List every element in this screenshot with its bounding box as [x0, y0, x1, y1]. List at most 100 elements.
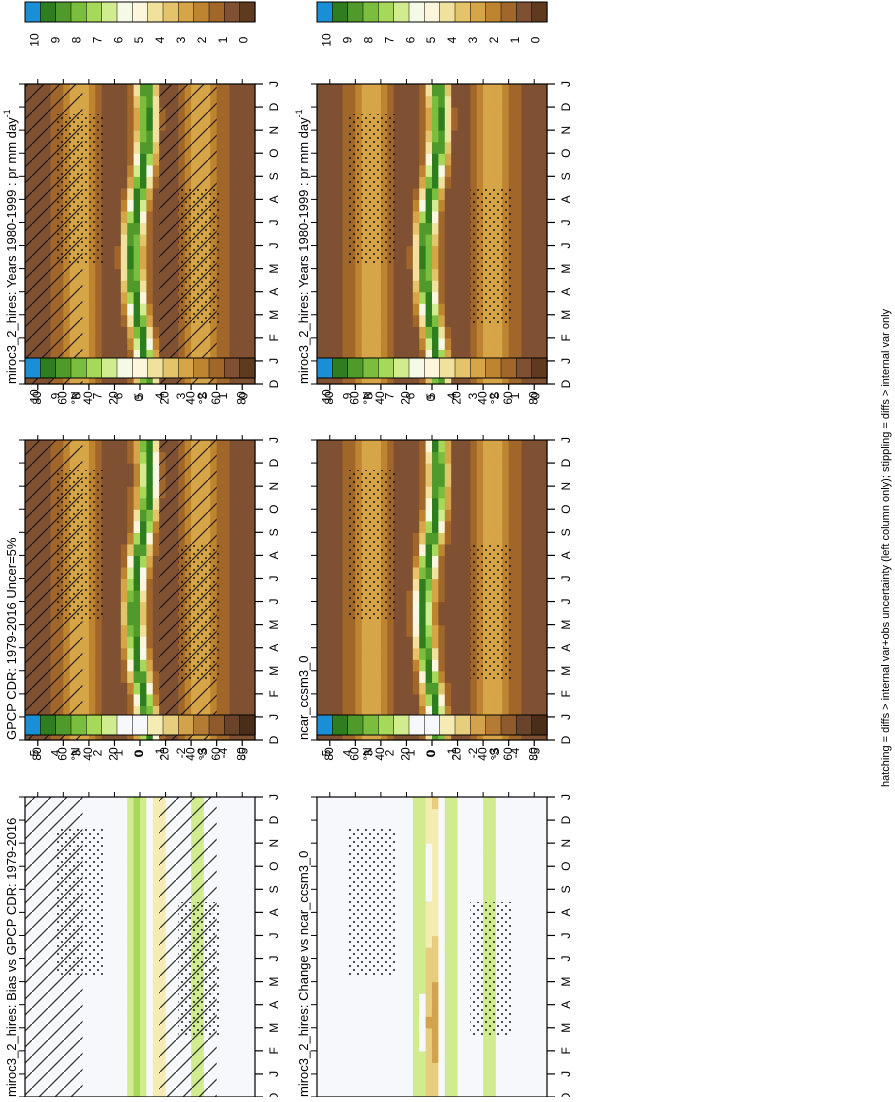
heat-cell: [146, 303, 153, 315]
heat-cell: [432, 119, 439, 131]
x-tick-label: D: [559, 102, 573, 111]
heat-cell: [217, 1085, 224, 1097]
heat-cell: [387, 96, 394, 108]
heat-cell: [470, 463, 477, 475]
colorbar-cell: [40, 2, 56, 22]
heat-cell: [108, 257, 115, 269]
heat-cell: [426, 188, 433, 200]
heat-cell: [223, 924, 230, 936]
heat-cell: [534, 602, 541, 614]
heat-cell: [236, 315, 243, 327]
heat-cell: [134, 96, 141, 108]
heat-cell: [343, 257, 350, 269]
heat-cell: [127, 440, 134, 452]
heat-cell: [528, 303, 535, 315]
x-tick-label: O: [267, 505, 281, 514]
colorbar-label: 10: [28, 33, 42, 47]
heat-cell: [400, 682, 407, 694]
heat-cell: [413, 498, 420, 510]
heat-cell: [134, 303, 141, 315]
heat-cell: [114, 671, 121, 683]
heat-cell: [102, 315, 109, 327]
heat-cell: [336, 269, 343, 281]
heat-cell: [413, 659, 420, 671]
heat-cell: [108, 498, 115, 510]
heat-cell: [114, 1028, 121, 1040]
heat-cell: [336, 659, 343, 671]
heat-cell: [140, 176, 147, 188]
heat-cell: [223, 671, 230, 683]
heat-cell: [127, 1016, 134, 1028]
heat-cell: [521, 222, 528, 234]
heat-cell: [477, 463, 484, 475]
heat-cell: [445, 671, 452, 683]
heat-cell: [426, 602, 433, 614]
heat-cell: [451, 452, 458, 464]
heat-cell: [349, 625, 356, 637]
heat-cell: [445, 246, 452, 258]
heat-cell: [355, 694, 362, 706]
heat-cell: [114, 889, 121, 901]
heat-cell: [146, 315, 153, 327]
heat-cell: [432, 188, 439, 200]
heat-cell: [375, 338, 382, 350]
heat-cell: [146, 165, 153, 177]
colorbar-cell: [40, 358, 56, 378]
heat-cell: [445, 486, 452, 498]
heat-cell: [242, 440, 249, 452]
heat-cell: [413, 211, 420, 223]
heat-cell: [451, 475, 458, 487]
heat-cell: [236, 222, 243, 234]
heat-cell: [349, 280, 356, 292]
heat-cell: [242, 234, 249, 246]
heat-cell: [445, 590, 452, 602]
heat-cell: [127, 303, 134, 315]
heat-cell: [242, 199, 249, 211]
colorbar-cell: [132, 358, 148, 378]
heat-cell: [134, 521, 141, 533]
heat-cell: [134, 475, 141, 487]
heat-cell: [330, 165, 337, 177]
heat-cell: [451, 498, 458, 510]
heat-cell: [236, 578, 243, 590]
heat-cell: [83, 809, 90, 821]
colorbar-cell: [86, 2, 102, 22]
heat-cell: [521, 659, 528, 671]
heat-cell: [95, 625, 102, 637]
heat-cell: [432, 176, 439, 188]
heat-cell: [362, 338, 369, 350]
heat-cell: [528, 234, 535, 246]
heat-cell: [336, 234, 343, 246]
heat-cell: [343, 280, 350, 292]
heat-cell: [426, 625, 433, 637]
heat-cell: [330, 199, 337, 211]
heat-cell: [406, 142, 413, 154]
heat-cell: [95, 1005, 102, 1017]
heat-cell: [217, 878, 224, 890]
heat-cell: [432, 636, 439, 648]
heat-cell: [387, 303, 394, 315]
heat-cell: [355, 625, 362, 637]
heat-cell: [451, 486, 458, 498]
heat-cell: [323, 694, 330, 706]
heat-cell: [445, 555, 452, 567]
x-tick-label: M: [559, 264, 573, 274]
x-tick-label: N: [559, 482, 573, 491]
heat-cell: [223, 532, 230, 544]
heat-cell: [432, 498, 439, 510]
heat-cell: [496, 509, 503, 521]
heat-cell: [426, 613, 433, 625]
heat-cell: [355, 303, 362, 315]
heat-cell: [134, 84, 141, 96]
heat-cell: [534, 257, 541, 269]
heat-cell: [426, 199, 433, 211]
colorbar-cell: [148, 358, 164, 378]
colorbar-label: 9: [49, 36, 63, 43]
heat-cell: [349, 84, 356, 96]
heat-cell: [515, 326, 522, 338]
heat-cell: [121, 119, 128, 131]
heat-cell: [140, 1005, 147, 1017]
heat-cell: [419, 142, 426, 154]
heat-cell: [336, 671, 343, 683]
heat-cell: [114, 1039, 121, 1051]
